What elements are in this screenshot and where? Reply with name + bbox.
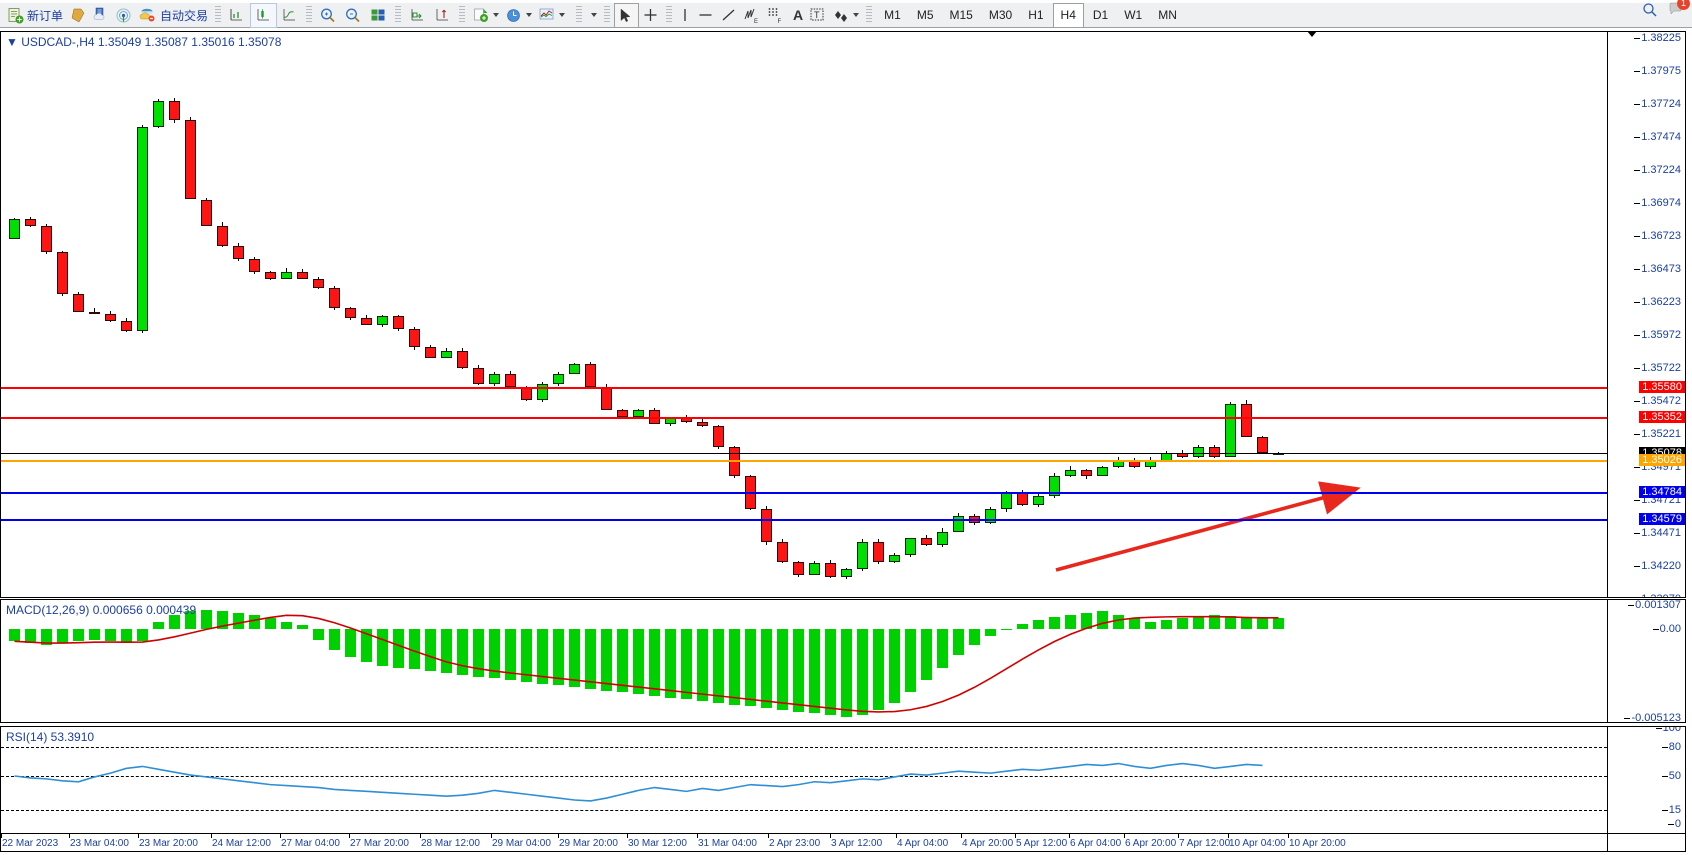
svg-text:T: T <box>814 10 820 20</box>
svg-text:E: E <box>754 19 758 24</box>
svg-text:F: F <box>778 19 782 24</box>
